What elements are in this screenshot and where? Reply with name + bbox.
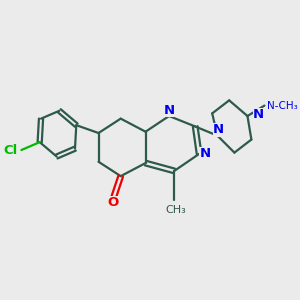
Text: N: N [213,123,224,136]
Text: Cl: Cl [3,143,17,157]
Text: N: N [253,108,264,121]
Text: O: O [107,196,118,209]
Text: CH₃: CH₃ [165,206,186,215]
Text: N: N [200,147,211,161]
Text: N-CH₃: N-CH₃ [267,100,298,111]
Text: N: N [164,104,175,117]
